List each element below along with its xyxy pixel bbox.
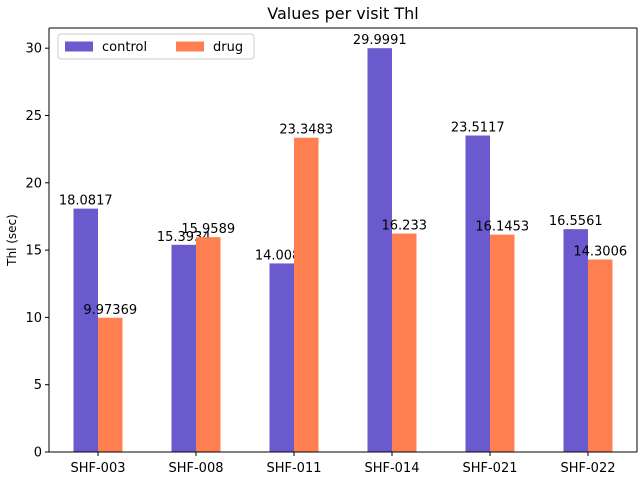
legend-label-control: control (102, 40, 147, 55)
data-label-drug-SHF-003: 9.97369 (83, 303, 137, 318)
x-tick-label: SHF-021 (462, 461, 517, 476)
x-tick-label: SHF-022 (560, 461, 615, 476)
data-label-drug-SHF-008: 15.9589 (181, 222, 235, 237)
y-tick-label: 30 (25, 42, 42, 57)
chart-title: Values per visit Thl (267, 4, 418, 23)
data-label-control-SHF-003: 18.0817 (59, 194, 113, 209)
data-label-control-SHF-014: 29.9991 (353, 33, 407, 48)
bar-control-SHF-003 (73, 208, 98, 452)
plot-area: 18.081715.393414.008929.999123.511716.55… (25, 27, 638, 476)
legend: control drug (57, 33, 255, 60)
y-tick-label: 0 (34, 446, 42, 461)
legend-label-drug: drug (213, 40, 243, 55)
bar-control-SHF-014 (367, 48, 392, 452)
x-tick-label: SHF-003 (70, 461, 125, 476)
y-tick-label: 25 (25, 109, 42, 124)
y-tick-label: 15 (25, 244, 42, 259)
bar-control-SHF-021 (465, 135, 490, 452)
bar-control-SHF-008 (171, 244, 196, 452)
y-tick-label: 5 (34, 378, 42, 393)
x-tick-label: SHF-008 (168, 461, 223, 476)
data-label-control-SHF-021: 23.5117 (451, 121, 505, 136)
data-label-drug-SHF-014: 16.233 (382, 219, 428, 234)
x-tick-label: SHF-014 (364, 461, 419, 476)
legend-box (57, 33, 255, 60)
x-tick-label: SHF-011 (266, 461, 321, 476)
data-label-drug-SHF-022: 14.3006 (573, 245, 627, 260)
data-label-drug-SHF-011: 23.3483 (279, 123, 333, 138)
bar-control-SHF-022 (563, 229, 588, 452)
bar-drug-SHF-003 (98, 317, 123, 452)
y-axis-label: Thl (sec) (5, 214, 19, 267)
data-label-control-SHF-022: 16.5561 (549, 214, 603, 229)
bar-control-SHF-011 (269, 263, 294, 452)
legend-swatch-drug (176, 41, 204, 52)
bar-drug-SHF-022 (588, 259, 613, 452)
bar-drug-SHF-021 (490, 234, 515, 452)
bar-drug-SHF-014 (392, 233, 417, 452)
y-tick-label: 10 (25, 311, 42, 326)
bar-drug-SHF-011 (294, 137, 319, 452)
legend-swatch-control (65, 41, 93, 52)
data-label-drug-SHF-021: 16.1453 (475, 220, 529, 235)
y-tick-label: 20 (25, 176, 42, 191)
bar-drug-SHF-008 (196, 237, 221, 452)
